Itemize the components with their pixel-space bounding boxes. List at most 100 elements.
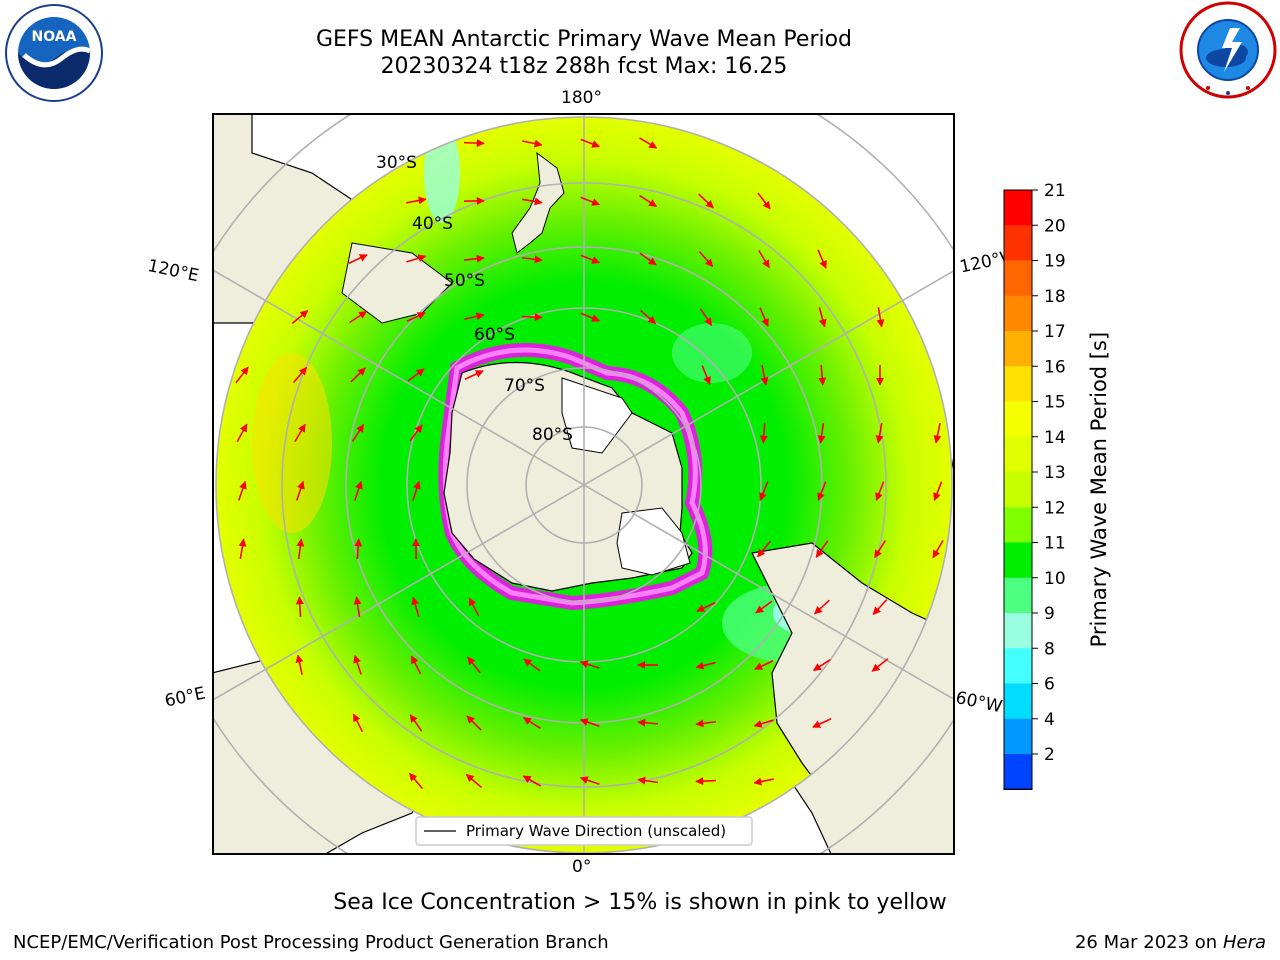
colorbar-tick-label: 12 [1044, 498, 1066, 518]
wave-direction-arrow [695, 777, 717, 786]
colorbar-segment [1004, 613, 1032, 649]
wave-direction-arrow [699, 308, 713, 326]
wave-direction-arrow [933, 481, 943, 502]
lat-label-60s: 60°S [474, 325, 515, 345]
wave-direction-arrow [638, 137, 658, 149]
colorbar-segment [1004, 472, 1032, 508]
wave-direction-arrow [296, 538, 305, 560]
wave-direction-arrow [406, 254, 427, 263]
wave-direction-arrow [521, 313, 543, 322]
wave-direction-arrow [522, 197, 543, 206]
wave-direction-arrow [354, 480, 363, 501]
wave-direction-arrow [815, 540, 829, 558]
wave-direction-arrow [349, 310, 368, 324]
colorbar-segment [1004, 542, 1032, 579]
wave-direction-arrow [463, 139, 485, 148]
wave-direction-arrow [467, 656, 481, 674]
wave-direction-arrow [871, 658, 889, 672]
wave-direction-arrow [348, 254, 368, 264]
wave-direction-arrow [637, 776, 659, 785]
wave-direction-arrow [406, 312, 426, 322]
wave-direction-arrow [817, 481, 827, 502]
colorbar-segment [1004, 507, 1032, 543]
colorbar-tick-label: 13 [1044, 463, 1066, 483]
colorbar-tick-label: 20 [1044, 216, 1066, 236]
wave-direction-arrow [759, 422, 768, 444]
wave-direction-arrow [872, 599, 888, 615]
wave-direction-arrow [814, 599, 830, 615]
wave-direction-arrow [932, 539, 944, 559]
colorbar-label: Primary Wave Mean Period [s] [1087, 332, 1111, 648]
colorbar-segment [1004, 683, 1032, 720]
colorbar-tick-label: 16 [1044, 357, 1066, 377]
wave-direction-arrow [406, 196, 427, 205]
wave-direction-arrow [759, 307, 769, 327]
wave-direction-arrow [238, 538, 247, 559]
wave-direction-arrow [639, 252, 657, 266]
wave-direction-arrow [818, 364, 827, 386]
wave-direction-arrow [579, 718, 600, 727]
wave-direction-arrow [818, 307, 827, 328]
wave-direction-arrow [295, 596, 304, 618]
wave-direction-arrow [580, 138, 601, 148]
wave-direction-arrow [817, 249, 827, 269]
wave-direction-arrow [295, 654, 304, 675]
colorbar-tick-label: 19 [1044, 252, 1066, 272]
colorbar-tick-label: 21 [1044, 181, 1066, 201]
wave-direction-arrow [580, 312, 601, 322]
wave-direction-arrow [755, 600, 773, 614]
wave-direction-arrow [464, 370, 484, 380]
colorbar-segment [1004, 260, 1032, 297]
wave-direction-arrow [701, 365, 711, 386]
colorbar: 21 20 19 18 17 16 15 14 13 12 11 10 9 8 6 4 2 Primary Wav… [1003, 181, 1111, 790]
lon-label-60e: 60°E [163, 683, 208, 712]
wave-direction-arrow [464, 312, 485, 321]
wave-direction-arrow [292, 366, 308, 384]
wave-direction-arrow [812, 718, 832, 728]
colorbar-segment [1004, 648, 1032, 684]
colorbar-segment [1004, 190, 1032, 226]
wave-direction-arrow [698, 250, 714, 268]
lat-label-40s: 40°S [412, 214, 453, 234]
host-text: Hera [1222, 932, 1266, 953]
lat-label-30s: 30°S [376, 153, 417, 173]
wave-direction-arrow [352, 713, 364, 733]
wave-direction-arrow [351, 423, 365, 442]
wave-direction-arrow [350, 367, 366, 383]
colorbar-tick-label: 14 [1044, 428, 1066, 448]
colorbar-segment [1004, 331, 1032, 367]
wave-direction-arrow [294, 423, 306, 443]
wave-direction-arrow [753, 777, 774, 786]
wave-direction-arrow [522, 775, 542, 787]
wave-direction-arrow [409, 424, 423, 442]
colorbar-tick-label: 9 [1044, 604, 1055, 624]
colorbar-tick-label: 2 [1044, 745, 1055, 765]
wave-direction-arrow [410, 655, 422, 675]
lon-label-180: 180° [561, 88, 602, 108]
colorbar-tick-label: 17 [1044, 322, 1066, 342]
wave-direction-arrow [639, 194, 658, 208]
wave-direction-arrow [411, 596, 420, 617]
wave-direction-arrow [465, 773, 483, 789]
colorbar-segment [1004, 366, 1032, 402]
colorbar-tick-label: 15 [1044, 393, 1066, 413]
wave-direction-arrow [296, 480, 305, 501]
wave-direction-arrow [696, 602, 716, 612]
wave-direction-arrow [753, 719, 774, 728]
lon-label-0: 0° [572, 857, 592, 877]
colorbar-segment [1004, 225, 1032, 261]
lat-label-80s: 80°S [532, 425, 573, 445]
wave-direction-arrow [579, 776, 600, 785]
sea-ice-note: Sea Ice Concentration > 15% is shown in … [333, 890, 947, 915]
wave-direction-arrows [235, 137, 944, 845]
wave-direction-arrow [637, 718, 659, 727]
colorbar-segment [1004, 577, 1032, 614]
wave-direction-arrow [757, 540, 771, 558]
wave-direction-arrow [873, 540, 887, 559]
chart-subtitle: 20230324 t18z 288h fcst Max: 16.25 [380, 54, 788, 79]
noaa-logo-icon: NOAA [5, 4, 103, 102]
credit-text: NCEP/EMC/Verification Post Processing Pr… [13, 932, 609, 953]
arrow-legend-label: Primary Wave Direction (unscaled) [466, 822, 726, 840]
colorbar-tick-label: 8 [1044, 639, 1055, 659]
wave-direction-arrow [466, 715, 482, 731]
